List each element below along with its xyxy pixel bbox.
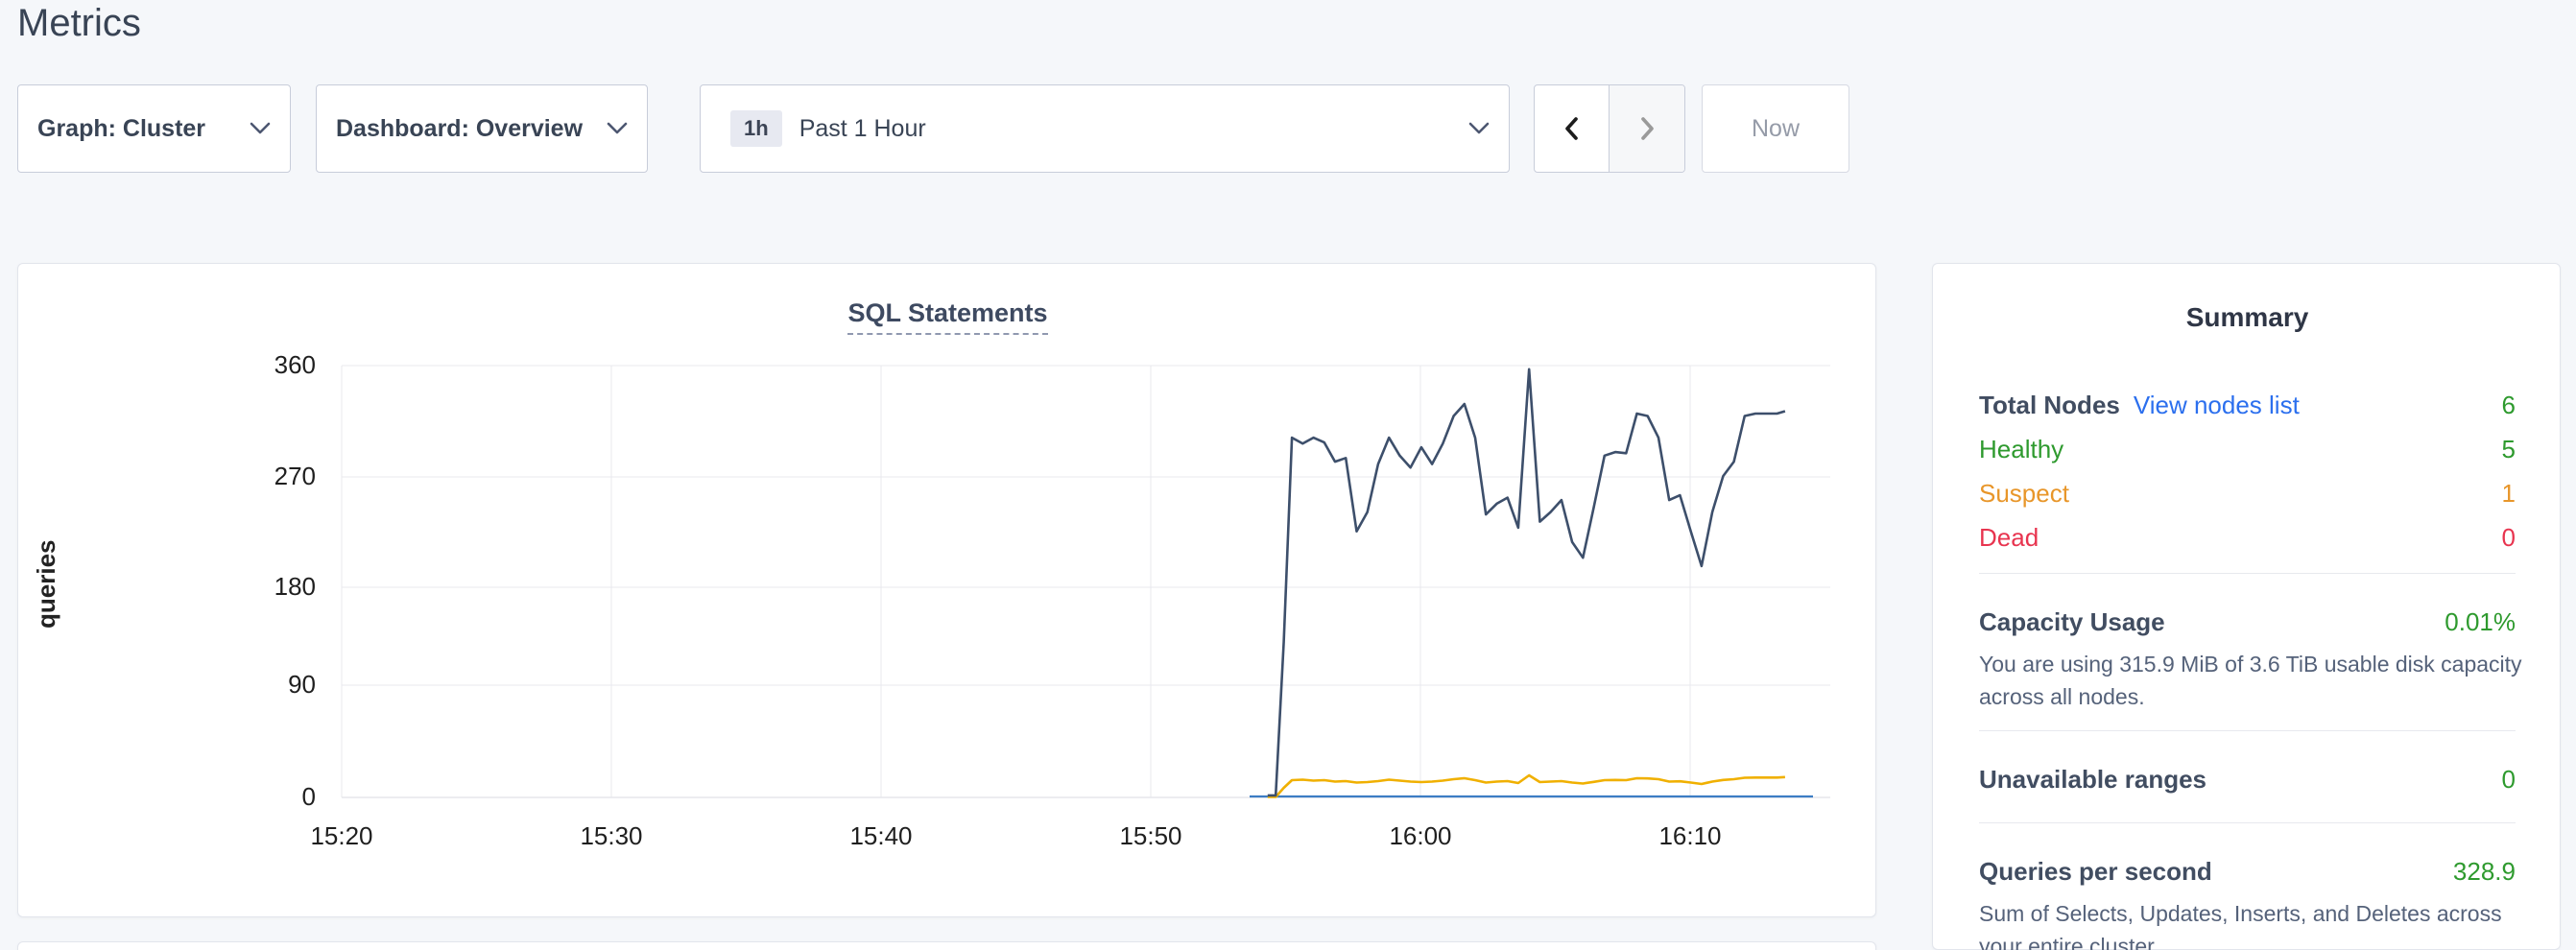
svg-text:15:30: 15:30 (580, 821, 642, 850)
svg-text:270: 270 (274, 462, 316, 490)
svg-text:90: 90 (288, 670, 316, 699)
svg-text:360: 360 (274, 350, 316, 379)
svg-text:15:50: 15:50 (1119, 821, 1181, 850)
svg-text:16:10: 16:10 (1658, 821, 1721, 850)
svg-text:180: 180 (274, 572, 316, 601)
svg-text:16:00: 16:00 (1389, 821, 1451, 850)
svg-text:15:40: 15:40 (849, 821, 912, 850)
svg-text:0: 0 (302, 782, 316, 811)
svg-text:15:20: 15:20 (310, 821, 372, 850)
